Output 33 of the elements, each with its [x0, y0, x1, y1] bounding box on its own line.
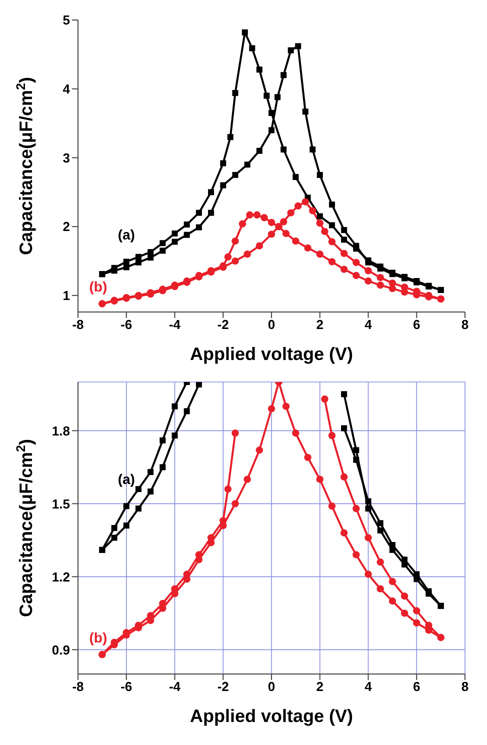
x-tick-label: -2	[217, 679, 229, 694]
y-tick-label: 4	[62, 81, 71, 96]
x-axis-title: Applied voltage (V)	[190, 344, 354, 364]
y-tick-label: 1.8	[52, 423, 70, 438]
x-tick-label: 2	[316, 679, 324, 694]
y-tick-label: 3	[62, 150, 70, 166]
x-tick-label: -6	[120, 317, 132, 332]
x-tick-label: 8	[461, 317, 469, 332]
x-tick-label: -6	[120, 679, 132, 694]
y-tick-label: 1.5	[52, 496, 70, 512]
y-tick-label: 1.2	[52, 569, 70, 584]
x-tick-label: 6	[413, 679, 420, 694]
annotation: (a)	[118, 226, 135, 243]
annotation: (b)	[89, 278, 108, 295]
x-tick-label: 2	[316, 317, 324, 332]
x-tick-label: 4	[364, 317, 373, 332]
x-tick-label: 0	[268, 317, 276, 332]
x-tick-label: 4	[364, 679, 373, 694]
x-tick-label: 0	[268, 679, 276, 694]
y-tick-label: 1	[62, 288, 70, 304]
x-tick-label: -8	[72, 679, 84, 694]
annotation: (a)	[118, 471, 135, 488]
x-axis-title: Applied voltage (V)	[190, 706, 354, 726]
annotation: (b)	[89, 630, 108, 646]
x-tick-label: 8	[461, 679, 469, 694]
y-tick-label: 5	[62, 12, 70, 28]
y-tick-label: 0.9	[52, 642, 70, 658]
x-tick-label: -2	[217, 317, 229, 332]
y-tick-label: 2	[62, 219, 70, 234]
x-tick-label: 6	[413, 317, 420, 332]
x-tick-label: -8	[72, 317, 84, 332]
x-tick-label: -4	[168, 317, 182, 332]
x-tick-label: -4	[168, 679, 182, 694]
